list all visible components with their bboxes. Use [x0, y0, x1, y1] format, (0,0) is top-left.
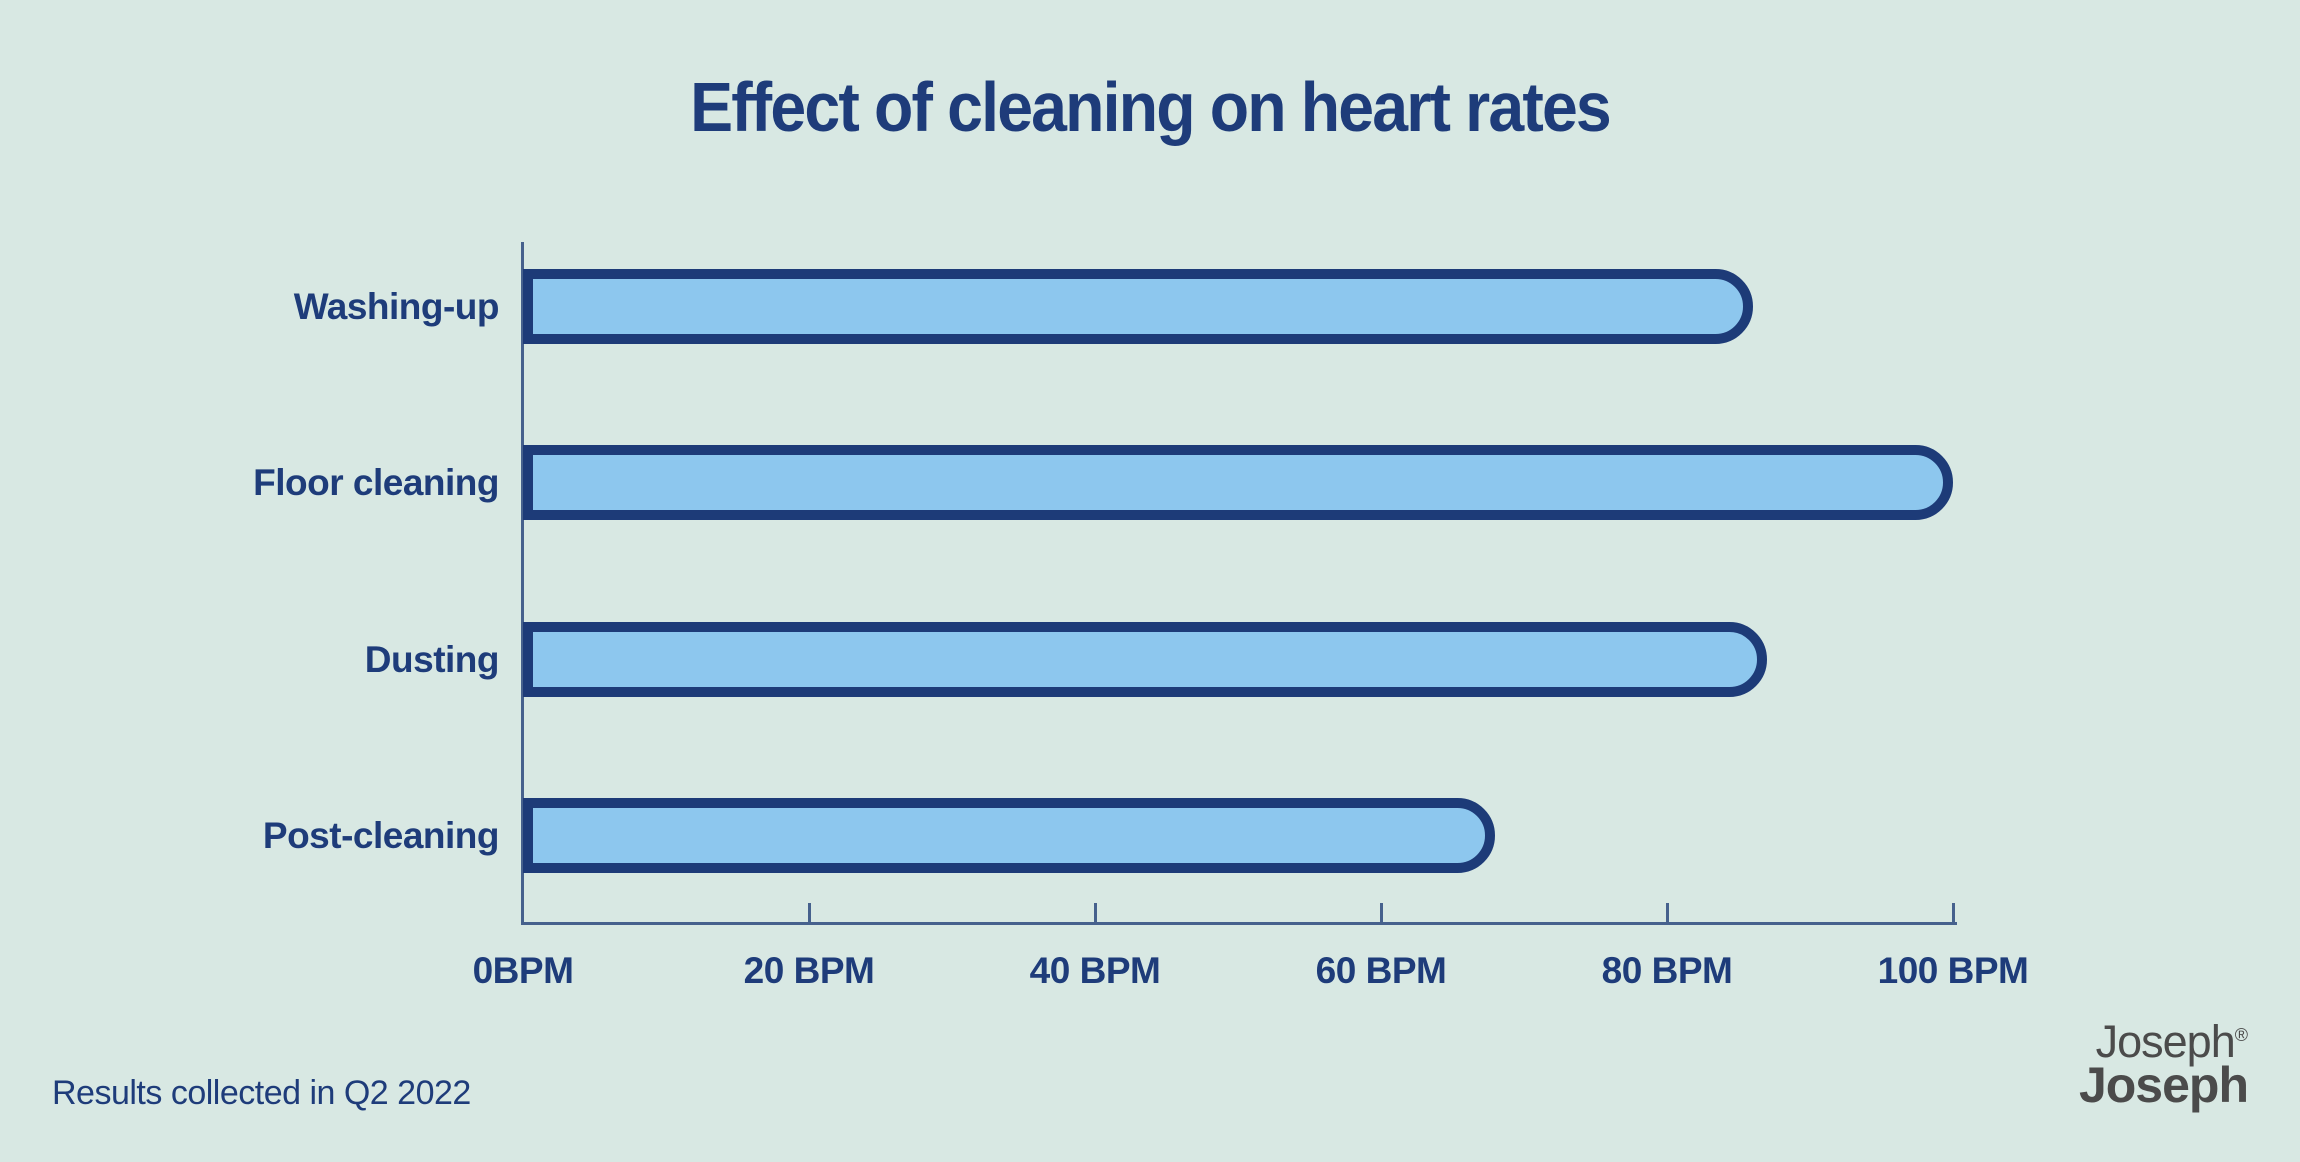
category-label-floor-cleaning: Floor cleaning: [253, 461, 499, 503]
bar-post-cleaning: [523, 798, 1495, 873]
joseph-joseph-logo: Joseph® Joseph: [2078, 1019, 2249, 1113]
logo-text-bottom: Joseph: [2078, 1056, 2249, 1113]
tick-mark-20: [808, 903, 811, 922]
tick-mark-80: [1666, 903, 1669, 922]
category-label-washing-up: Washing-up: [293, 285, 500, 327]
x-tick-label-60: 60 BPM: [1315, 950, 1447, 991]
registered-trademark-icon: ®: [2234, 1025, 2248, 1045]
x-tick-label-20: 20 BPM: [743, 950, 875, 991]
x-tick-label-0: 0BPM: [472, 950, 574, 991]
category-label-dusting: Dusting: [364, 638, 500, 680]
x-axis-line: [521, 922, 1957, 925]
x-tick-label-100: 100 BPM: [1877, 950, 2029, 991]
bar-dusting: [523, 622, 1767, 697]
x-tick-label-80: 80 BPM: [1601, 950, 1733, 991]
bar-chart: Washing-up Floor cleaning Dusting Post-clea…: [253, 242, 2029, 991]
tick-mark-100: [1952, 903, 1955, 922]
y-axis-line: [521, 242, 524, 925]
bar-washing-up: [523, 269, 1753, 344]
category-label-post-cleaning: Post-cleaning: [262, 814, 500, 856]
tick-mark-40: [1094, 903, 1097, 922]
logo-text-top: Joseph: [2095, 1016, 2236, 1067]
chart-title: Effect of cleaning on heart rates: [690, 68, 1612, 146]
footnote: Results collected in Q2 2022: [52, 1074, 471, 1112]
tick-mark-60: [1380, 903, 1383, 922]
bar-floor-cleaning: [523, 445, 1953, 520]
logo-line-top: Joseph®: [2079, 1019, 2248, 1064]
x-tick-label-40: 40 BPM: [1029, 950, 1161, 991]
